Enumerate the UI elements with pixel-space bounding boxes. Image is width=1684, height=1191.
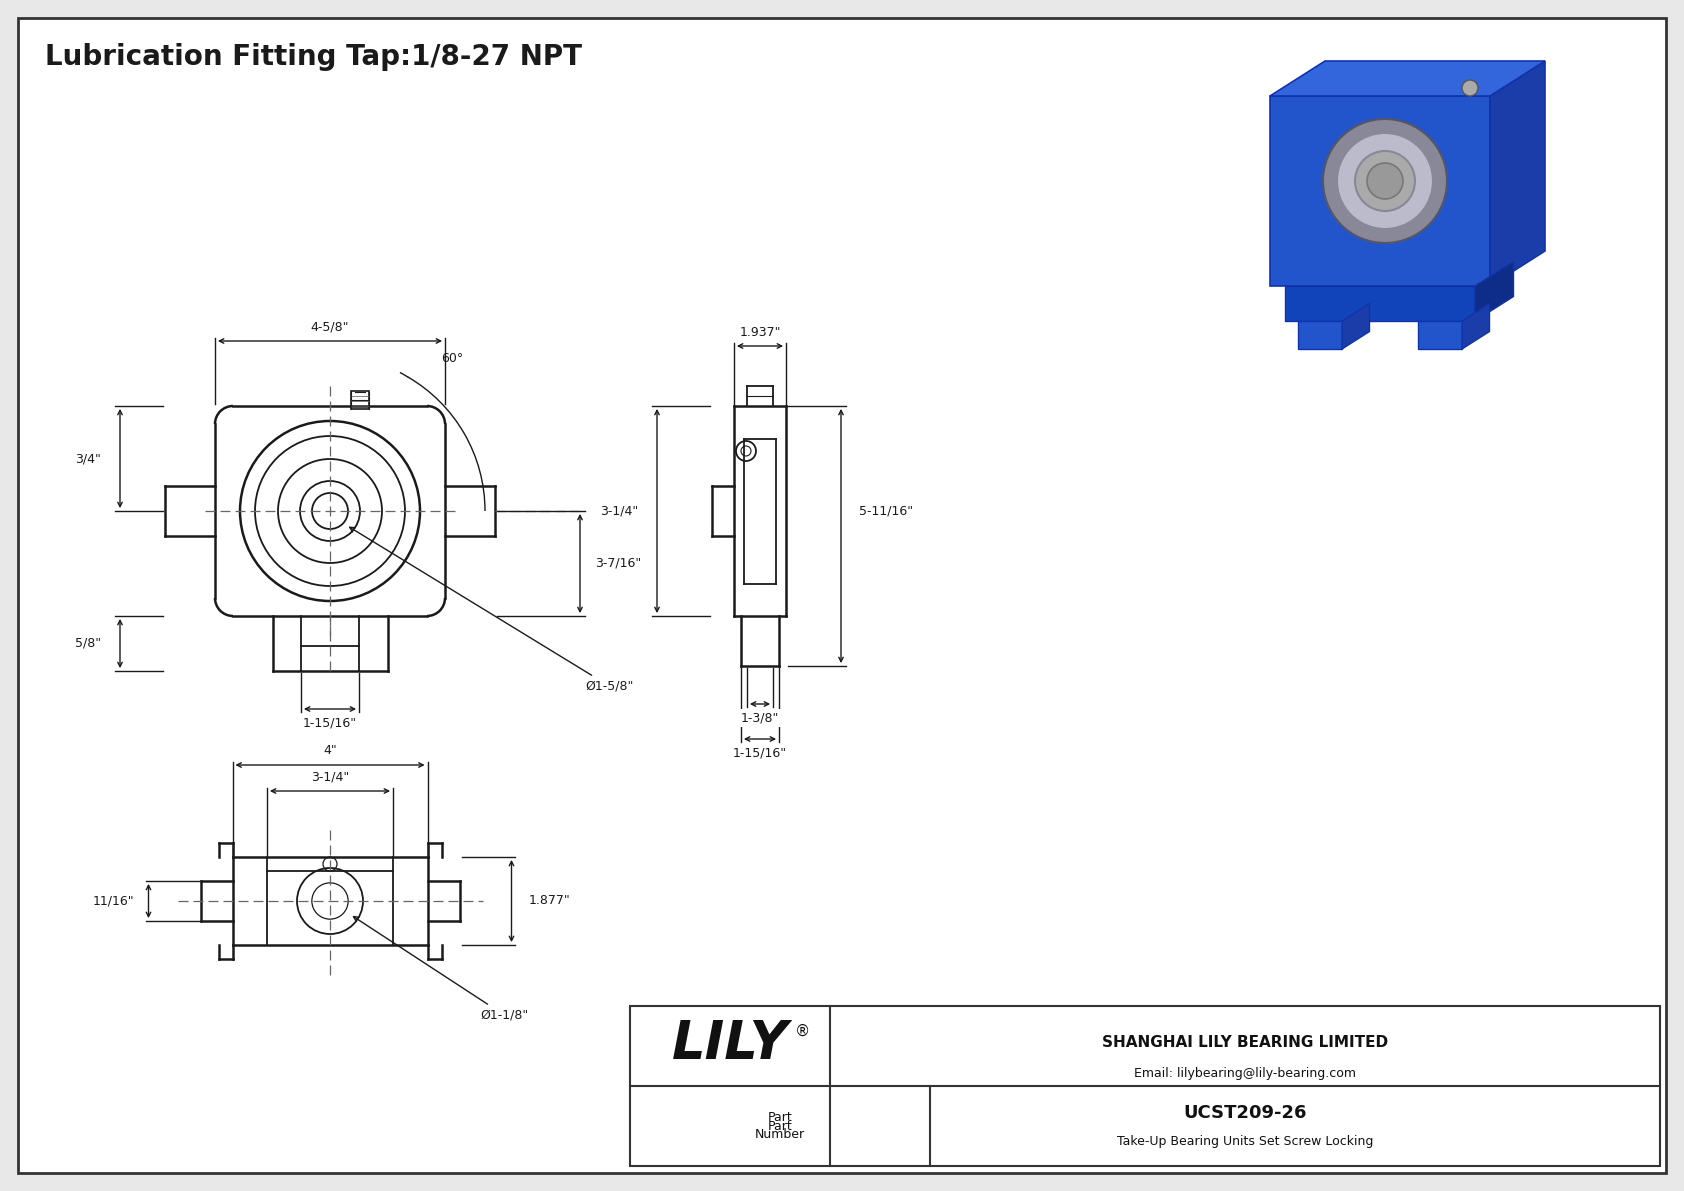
Text: Ø1-5/8": Ø1-5/8" — [350, 528, 633, 692]
Text: Ø1-1/8": Ø1-1/8" — [354, 917, 529, 1022]
Polygon shape — [1298, 322, 1342, 349]
Text: Part
Number: Part Number — [754, 1111, 805, 1141]
Text: 1-15/16": 1-15/16" — [733, 747, 786, 760]
Text: 1.877": 1.877" — [529, 894, 571, 908]
Text: 1.937": 1.937" — [739, 325, 781, 338]
Text: 4-5/8": 4-5/8" — [312, 320, 349, 333]
Text: 11/16": 11/16" — [93, 894, 135, 908]
Polygon shape — [1462, 304, 1490, 349]
Text: 1-15/16": 1-15/16" — [303, 717, 357, 730]
Text: Take-Up Bearing Units Set Screw Locking: Take-Up Bearing Units Set Screw Locking — [1116, 1135, 1372, 1148]
Polygon shape — [1270, 61, 1544, 96]
Circle shape — [1367, 163, 1403, 199]
Text: UCST209-26: UCST209-26 — [1184, 1104, 1307, 1122]
Text: SHANGHAI LILY BEARING LIMITED: SHANGHAI LILY BEARING LIMITED — [1101, 1035, 1388, 1050]
Text: 3/4": 3/4" — [76, 453, 101, 464]
Circle shape — [1337, 133, 1433, 229]
Text: Lubrication Fitting Tap:1/8-27 NPT: Lubrication Fitting Tap:1/8-27 NPT — [45, 43, 583, 71]
Polygon shape — [1490, 61, 1544, 286]
Bar — [350, 391, 369, 409]
Polygon shape — [1285, 286, 1475, 322]
Text: Email: lilybearing@lily-bearing.com: Email: lilybearing@lily-bearing.com — [1133, 1067, 1356, 1080]
Circle shape — [1356, 151, 1415, 211]
Polygon shape — [1342, 304, 1369, 349]
Text: Part: Part — [768, 1120, 793, 1133]
Text: 5/8": 5/8" — [74, 637, 101, 650]
Polygon shape — [1270, 96, 1490, 286]
Circle shape — [1462, 80, 1479, 96]
Text: 4": 4" — [323, 744, 337, 757]
Text: LILY: LILY — [672, 1018, 788, 1071]
Bar — [630, 1006, 1660, 1166]
Text: 3-1/4": 3-1/4" — [600, 505, 638, 518]
Circle shape — [1324, 119, 1447, 243]
Text: ®: ® — [795, 1024, 810, 1039]
Text: 60°: 60° — [441, 353, 463, 366]
Text: 3-7/16": 3-7/16" — [594, 557, 642, 570]
Text: 1-3/8": 1-3/8" — [741, 711, 780, 724]
Text: 3-1/4": 3-1/4" — [312, 771, 349, 784]
Polygon shape — [1475, 262, 1514, 322]
Polygon shape — [1418, 322, 1462, 349]
Text: 5-11/16": 5-11/16" — [859, 505, 913, 518]
